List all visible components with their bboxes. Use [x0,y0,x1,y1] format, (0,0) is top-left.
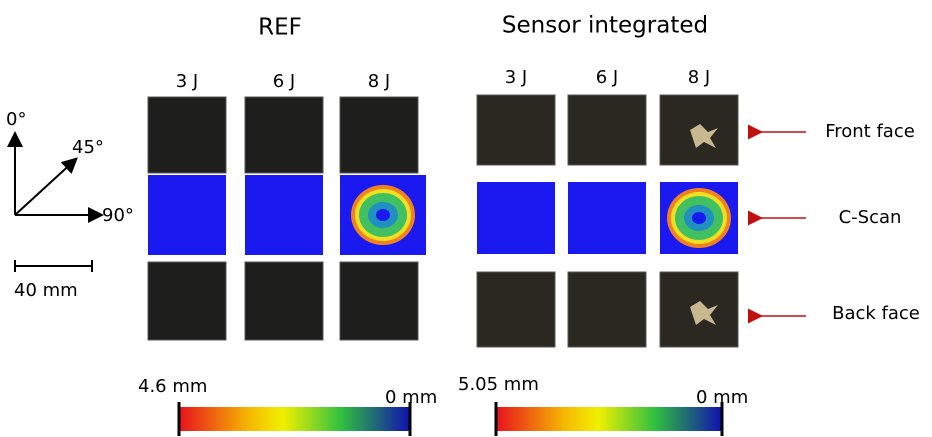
colorbar-max: 4.6 mm [138,376,207,397]
colorbar [180,407,410,431]
figure: REF Sensor integrated 0° 45° 90° 40 mm F… [0,0,932,437]
group-title: REF [258,15,302,41]
specimen-photo [568,272,646,347]
specimen-photo [245,97,323,173]
row-label: C-Scan [839,207,902,228]
energy-label: 6 J [273,71,295,92]
c-scan [245,175,323,255]
c-scan [477,182,555,254]
specimen-photo [477,272,555,347]
c-scan [568,182,646,254]
specimen-photo [148,262,226,340]
specimen-photo [568,95,646,165]
specimen-photo [477,95,555,165]
orientation-label: 0° [6,109,26,130]
group-title: Sensor integrated [502,13,708,39]
damage-area [376,209,390,221]
colorbar-min: 0 mm [385,387,437,408]
row-arrows [760,132,806,316]
energy-label: 8 J [688,67,710,88]
orientation-label: 45° [72,137,104,158]
colorbar-max: 5.05 mm [458,374,539,395]
colorbar-min: 0 mm [696,387,748,408]
energy-label: 6 J [596,67,618,88]
energy-label: 8 J [368,71,390,92]
row-label: Front face [825,121,915,142]
orientation-label: 90° [102,205,134,226]
colorbar [497,407,722,431]
specimen-photo [245,262,323,340]
specimen-photo [340,262,418,340]
energy-label: 3 J [505,67,527,88]
scale-label: 40 mm [14,280,78,301]
specimen-photo [148,97,226,173]
specimen-photo [340,97,418,173]
row-label: Back face [832,303,920,324]
c-scan [148,175,226,255]
damage-area [692,212,706,224]
energy-label: 3 J [176,71,198,92]
